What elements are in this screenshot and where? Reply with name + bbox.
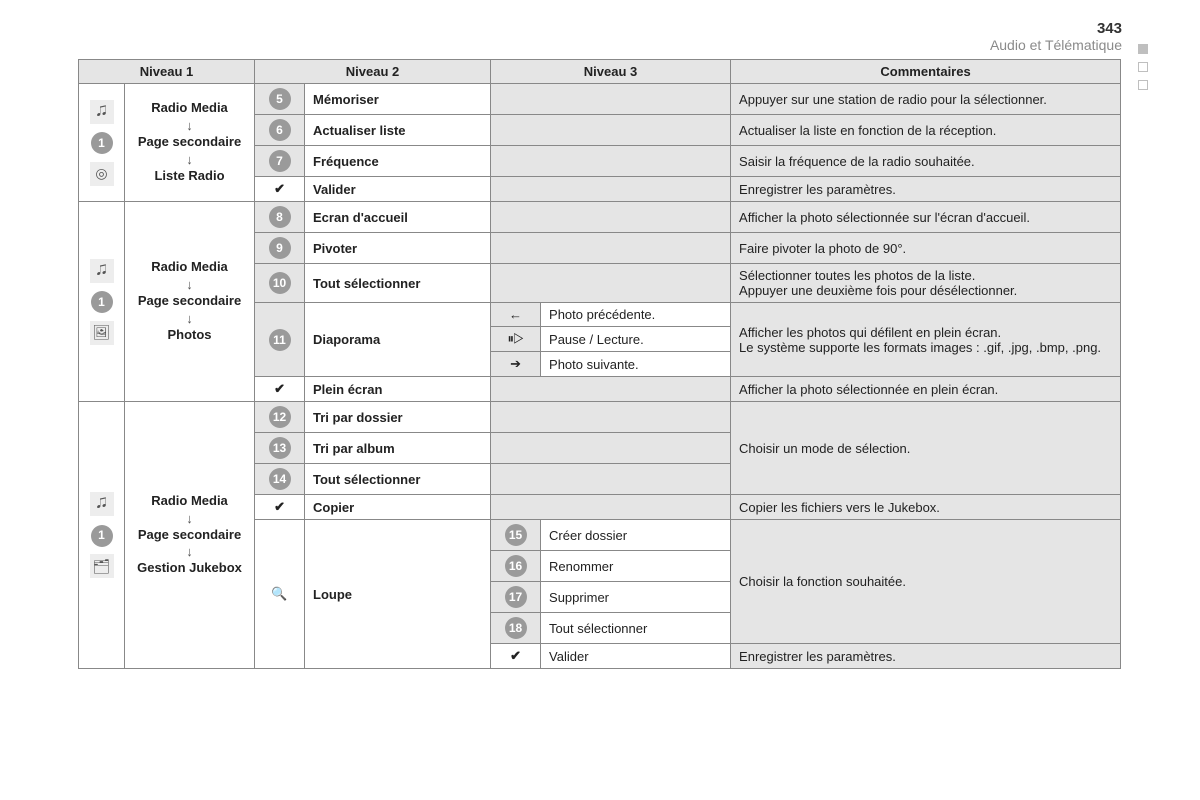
arrow-down-icon: ↓ (133, 512, 246, 525)
comment-plein-ecran: Afficher la photo sélectionnée en plein … (731, 377, 1121, 402)
media-icon: 🎜 (90, 100, 114, 124)
badge-12: 12 (269, 406, 291, 428)
nav-liste-radio: Liste Radio (154, 168, 224, 183)
badge-7: 7 (269, 150, 291, 172)
arrow-down-icon: ↓ (133, 312, 246, 325)
check-icon: ✔ (274, 181, 285, 196)
comment-memoriser: Appuyer sur une station de radio pour la… (731, 84, 1121, 115)
label-pivoter: Pivoter (305, 233, 491, 264)
section-title: Audio et Télématique (0, 37, 1122, 53)
jukebox-icon: 🗂 (90, 554, 114, 578)
nav-icons-photos: 🎜 1 🖼 (79, 202, 125, 402)
menu-table: Niveau 1 Niveau 2 Niveau 3 Commentaires … (78, 59, 1121, 669)
loupe-icon: 🔍 (255, 520, 305, 669)
label-supprimer: Supprimer (541, 582, 731, 613)
col-header-niveau2: Niveau 2 (255, 60, 491, 84)
comment-loupe: Choisir la fonction souhaitée. (731, 520, 1121, 644)
check-icon: ✔ (510, 648, 521, 663)
badge-8: 8 (269, 206, 291, 228)
nav-photos: Photos (167, 327, 211, 342)
check-icon: ✔ (274, 381, 285, 396)
badge-14: 14 (269, 468, 291, 490)
nav-path-radio: Radio Media ↓ Page secondaire ↓ Liste Ra… (125, 84, 255, 202)
label-photo-suivante: Photo suivante. (541, 352, 731, 377)
antenna-icon: ◎ (90, 162, 114, 186)
label-frequence: Fréquence (305, 146, 491, 177)
badge-15: 15 (505, 524, 527, 546)
comment-tri-mode: Choisir un mode de sélection. (731, 402, 1121, 495)
label-tri-album: Tri par album (305, 433, 491, 464)
nav-page-secondaire: Page secondaire (138, 527, 241, 542)
arrow-down-icon: ↓ (133, 278, 246, 291)
label-copier: Copier (305, 495, 491, 520)
col-header-niveau3: Niveau 3 (491, 60, 731, 84)
badge-18: 18 (505, 617, 527, 639)
comment-tout-selectionner: Sélectionner toutes les photos de la lis… (731, 264, 1121, 303)
media-icon: 🎜 (90, 492, 114, 516)
badge-5: 5 (269, 88, 291, 110)
margin-markers (1138, 44, 1148, 90)
badge-6: 6 (269, 119, 291, 141)
nav-radio-media: Radio Media (151, 493, 228, 508)
nav-path-jukebox: Radio Media ↓ Page secondaire ↓ Gestion … (125, 402, 255, 669)
page-number: 343 (0, 20, 1122, 37)
nav-radio-media: Radio Media (151, 100, 228, 115)
label-valider2: Valider (541, 644, 731, 669)
label-tri-dossier: Tri par dossier (305, 402, 491, 433)
label-memoriser: Mémoriser (305, 84, 491, 115)
col-header-commentaires: Commentaires (731, 60, 1121, 84)
label-tout-selectionner2: Tout sélectionner (305, 464, 491, 495)
pause-play-icon: ⏸▷ (491, 327, 541, 352)
badge-1: 1 (91, 132, 113, 154)
right-arrow-icon: ➔ (491, 352, 541, 377)
nav-page-secondaire: Page secondaire (138, 134, 241, 149)
badge-1: 1 (91, 525, 113, 547)
badge-9: 9 (269, 237, 291, 259)
label-valider: Valider (305, 177, 491, 202)
nav-page-secondaire: Page secondaire (138, 293, 241, 308)
comment-pivoter: Faire pivoter la photo de 90°. (731, 233, 1121, 264)
label-renommer: Renommer (541, 551, 731, 582)
badge-1: 1 (91, 291, 113, 313)
badge-17: 17 (505, 586, 527, 608)
nav-icons-radio: 🎜 1 ◎ (79, 84, 125, 202)
media-icon: 🎜 (90, 259, 114, 283)
col-header-niveau1: Niveau 1 (79, 60, 255, 84)
label-diaporama: Diaporama (305, 303, 491, 377)
arrow-down-icon: ↓ (133, 119, 246, 132)
comment-valider: Enregistrer les paramètres. (731, 177, 1121, 202)
nav-radio-media: Radio Media (151, 259, 228, 274)
photos-icon: 🖼 (90, 321, 114, 345)
comment-actualiser: Actualiser la liste en fonction de la ré… (731, 115, 1121, 146)
badge-10: 10 (269, 272, 291, 294)
nav-gestion-jukebox: Gestion Jukebox (137, 560, 242, 575)
label-actualiser: Actualiser liste (305, 115, 491, 146)
label-tout-selectionner: Tout sélectionner (305, 264, 491, 303)
comment-diaporama: Afficher les photos qui défilent en plei… (731, 303, 1121, 377)
label-plein-ecran: Plein écran (305, 377, 491, 402)
badge-13: 13 (269, 437, 291, 459)
badge-11: 11 (269, 329, 291, 351)
badge-16: 16 (505, 555, 527, 577)
nav-icons-jukebox: 🎜 1 🗂 (79, 402, 125, 669)
comment-ecran-accueil: Afficher la photo sélectionnée sur l'écr… (731, 202, 1121, 233)
comment-copier: Copier les fichiers vers le Jukebox. (731, 495, 1121, 520)
label-loupe: Loupe (305, 520, 491, 669)
comment-valider2: Enregistrer les paramètres. (731, 644, 1121, 669)
label-ecran-accueil: Ecran d'accueil (305, 202, 491, 233)
comment-frequence: Saisir la fréquence de la radio souhaité… (731, 146, 1121, 177)
check-icon: ✔ (274, 499, 285, 514)
label-creer-dossier: Créer dossier (541, 520, 731, 551)
label-tout-selectionner3: Tout sélectionner (541, 613, 731, 644)
left-arrow-icon: ← (491, 303, 541, 327)
label-pause-lecture: Pause / Lecture. (541, 327, 731, 352)
nav-path-photos: Radio Media ↓ Page secondaire ↓ Photos (125, 202, 255, 402)
arrow-down-icon: ↓ (133, 153, 246, 166)
arrow-down-icon: ↓ (133, 545, 246, 558)
label-photo-precedente: Photo précédente. (541, 303, 731, 327)
